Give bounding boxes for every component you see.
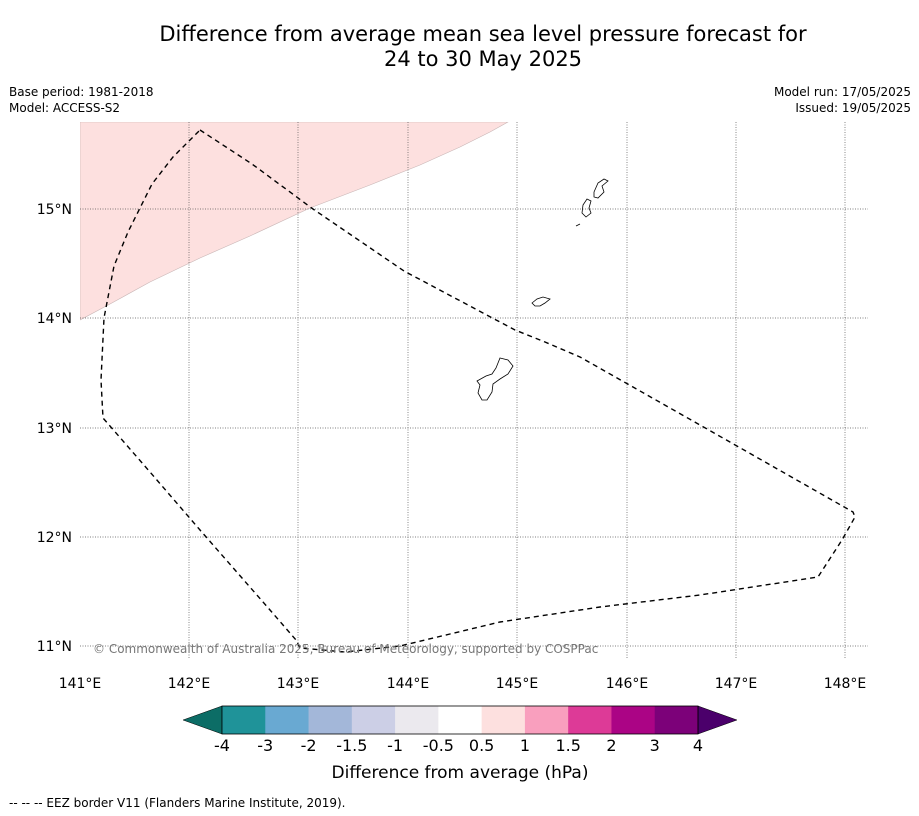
lat-label-14: 14°N — [37, 311, 72, 327]
title-line-2: 24 to 30 May 2025 — [383, 47, 583, 71]
colorbar: -4 -3 -2 -1.5 -1 -0.5 0.5 1 1.5 2 3 4 Difference fr… — [182, 705, 738, 783]
colorbar-outline — [221, 705, 699, 735]
colorbar-cell — [438, 706, 483, 734]
model-name: Model: ACCESS-S2 — [9, 101, 121, 115]
island-saipan — [593, 178, 609, 199]
colorbar-cell — [611, 706, 656, 734]
colorbar-cell — [351, 706, 396, 734]
colorbar-tick-label: 0.5 — [469, 736, 494, 755]
graticule — [80, 122, 868, 658]
colorbar-cell — [568, 706, 612, 734]
colorbar-cell — [222, 706, 266, 734]
lat-label-11: 11°N — [37, 639, 72, 655]
lat-label-15: 15°N — [37, 202, 72, 218]
map-title: Difference from average mean sea level p… — [60, 22, 906, 72]
copyright-notice: © Commonwealth of Australia 2025, Bureau… — [93, 642, 598, 656]
colorbar-tick-label: -0.5 — [423, 736, 454, 755]
lon-label-144: 144°E — [387, 676, 430, 692]
title-line-1: Difference from average mean sea level p… — [159, 22, 807, 46]
colorbar-cell — [654, 706, 699, 734]
lon-label-147: 147°E — [715, 676, 758, 692]
island-guam — [476, 357, 514, 401]
colorbar-max-arrow — [697, 705, 738, 735]
colorbar-tick-label: -1 — [387, 736, 403, 755]
lon-label-142: 142°E — [168, 676, 211, 692]
colorbar-tick-label: 4 — [693, 736, 703, 755]
colorbar-cell — [308, 706, 353, 734]
colorbar-tick-label: 2 — [606, 736, 616, 755]
lat-label-12: 12°N — [37, 530, 72, 546]
island-tinian — [581, 198, 592, 218]
island-aguijan — [575, 223, 581, 227]
colorbar-label: Difference from average (hPa) — [332, 763, 589, 783]
pressure-anomaly-area — [80, 122, 509, 321]
colorbar-cell — [524, 706, 569, 734]
lon-label-145: 145°E — [496, 676, 539, 692]
lon-labels: 141°E 142°E 143°E 144°E 145°E 146°E 147°… — [59, 676, 867, 692]
colorbar-cell — [395, 706, 439, 734]
eez-footnote: -- -- -- EEZ border V11 (Flanders Marine… — [9, 796, 346, 810]
island-rota — [531, 296, 551, 307]
colorbar-tick-label: 3 — [650, 736, 660, 755]
base-period: Base period: 1981-2018 — [9, 85, 154, 99]
colorbar-cell — [481, 706, 526, 734]
lon-label-148: 148°E — [824, 676, 867, 692]
model-run: Model run: 17/05/2025 — [773, 85, 911, 99]
issued-date: Issued: 19/05/2025 — [795, 101, 911, 115]
meta-left: Base period: 1981-2018 Model: ACCESS-S2 — [9, 84, 154, 116]
colorbar-tick-label: -4 — [214, 736, 230, 755]
lon-label-141: 141°E — [59, 676, 102, 692]
colorbar-tick-label: 1 — [520, 736, 530, 755]
lon-label-146: 146°E — [606, 676, 649, 692]
colorbar-tick-label: -1.5 — [336, 736, 367, 755]
meta-right: Model run: 17/05/2025 Issued: 19/05/2025 — [774, 84, 911, 116]
lat-labels: 15°N 14°N 13°N 12°N 11°N — [37, 202, 72, 655]
lat-label-13: 13°N — [37, 421, 72, 437]
colorbar-tick-label: -3 — [257, 736, 273, 755]
colorbar-tick-label: 1.5 — [555, 736, 580, 755]
colorbar-cell — [265, 706, 310, 734]
coastlines — [476, 178, 609, 401]
lon-label-143: 143°E — [277, 676, 320, 692]
eez-border — [100, 129, 856, 653]
colorbar-min-arrow — [182, 705, 223, 735]
colorbar-tick-label: -2 — [301, 736, 317, 755]
